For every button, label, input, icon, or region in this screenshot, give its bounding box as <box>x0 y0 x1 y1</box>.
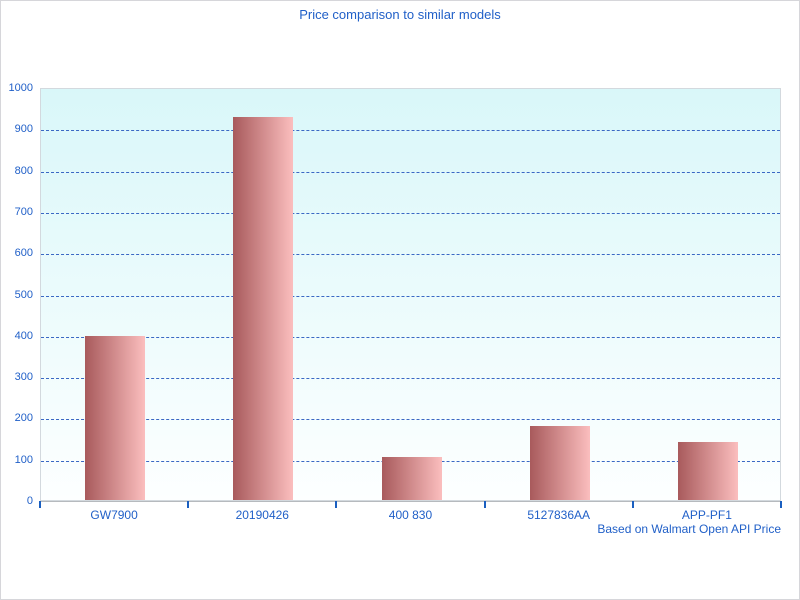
bar-app-pf1 <box>677 442 738 500</box>
x-axis-line <box>40 501 781 502</box>
bar-5127836aa <box>529 426 590 500</box>
chart-title: Price comparison to similar models <box>299 7 501 22</box>
gridline-700 <box>41 212 780 214</box>
chart-footer: Based on Walmart Open API Price <box>597 522 781 536</box>
x-axis-label-gw7900: GW7900 <box>90 508 138 522</box>
gridline-400 <box>41 336 780 338</box>
y-axis-label-200: 200 <box>14 412 33 425</box>
x-axis-tick <box>39 501 41 508</box>
x-axis-tick <box>187 501 190 508</box>
x-axis-label-app-pf1: APP-PF1 <box>681 508 732 522</box>
y-axis-label-900: 900 <box>14 123 33 136</box>
y-axis-label-500: 500 <box>14 288 33 301</box>
bar-20190426 <box>233 117 294 500</box>
y-axis-label-0: 0 <box>26 495 33 507</box>
bar-gw7900 <box>85 336 146 500</box>
y-axis-label-300: 300 <box>14 371 33 384</box>
x-axis-tick <box>335 501 338 508</box>
gridline-200 <box>41 419 780 421</box>
x-axis-label-5127836aa: 5127836AA <box>527 508 591 522</box>
x-axis-tick <box>631 501 634 508</box>
gridline-800 <box>41 171 780 173</box>
plot-area <box>40 88 781 501</box>
bar-400-830 <box>381 457 442 500</box>
x-axis-label-20190426: 20190426 <box>235 508 289 522</box>
gridline-300 <box>41 378 780 380</box>
y-axis-label-400: 400 <box>14 329 33 342</box>
gridline-900 <box>41 130 780 132</box>
x-axis-label-400-830: 400 830 <box>388 508 433 522</box>
y-axis-label-1000: 1000 <box>8 82 33 94</box>
x-axis-tick <box>780 501 782 508</box>
x-axis-tick <box>483 501 486 508</box>
y-axis-label-100: 100 <box>14 453 33 466</box>
y-axis-label-600: 600 <box>14 247 33 260</box>
gridline-500 <box>41 295 780 297</box>
y-axis-label-800: 800 <box>14 164 33 177</box>
gridline-600 <box>41 254 780 256</box>
y-axis-label-700: 700 <box>14 205 33 218</box>
